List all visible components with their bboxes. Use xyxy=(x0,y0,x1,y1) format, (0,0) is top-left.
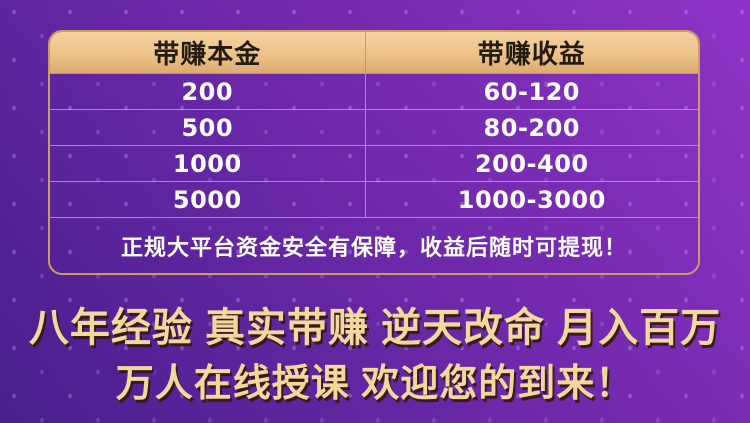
principal-cell: 500 xyxy=(50,110,366,145)
guarantee-note: 正规大平台资金安全有保障，收益后随时可提现！ xyxy=(50,217,698,273)
profit-cell: 200-400 xyxy=(474,149,589,178)
principal-cell: 5000 xyxy=(50,182,366,217)
table-row: 200 60-120 xyxy=(50,73,698,109)
header-profit: 带赚收益 xyxy=(477,39,586,69)
promo-block: 八年经验 真实带赚 逆天改命 月入百万 万人在线授课 欢迎您的到来！ xyxy=(0,300,750,412)
promo-line-2: 万人在线授课 欢迎您的到来！ xyxy=(115,363,635,405)
table-row: 1000 200-400 xyxy=(50,145,698,181)
profit-rate-table: 带赚本金 带赚收益 200 60-120 500 80-200 1000 200… xyxy=(48,30,700,275)
principal-cell: 200 xyxy=(50,74,366,109)
promo-line-1: 八年经验 真实带赚 逆天改命 月入百万 xyxy=(28,306,722,350)
profit-cell: 1000-3000 xyxy=(457,185,606,214)
table-row: 5000 1000-3000 xyxy=(50,181,698,217)
header-principal: 带赚本金 xyxy=(50,32,366,73)
principal-cell: 1000 xyxy=(50,146,366,181)
table-header-row: 带赚本金 带赚收益 xyxy=(50,32,698,73)
profit-cell: 60-120 xyxy=(483,77,581,106)
table-row: 500 80-200 xyxy=(50,109,698,145)
profit-cell: 80-200 xyxy=(483,113,581,142)
